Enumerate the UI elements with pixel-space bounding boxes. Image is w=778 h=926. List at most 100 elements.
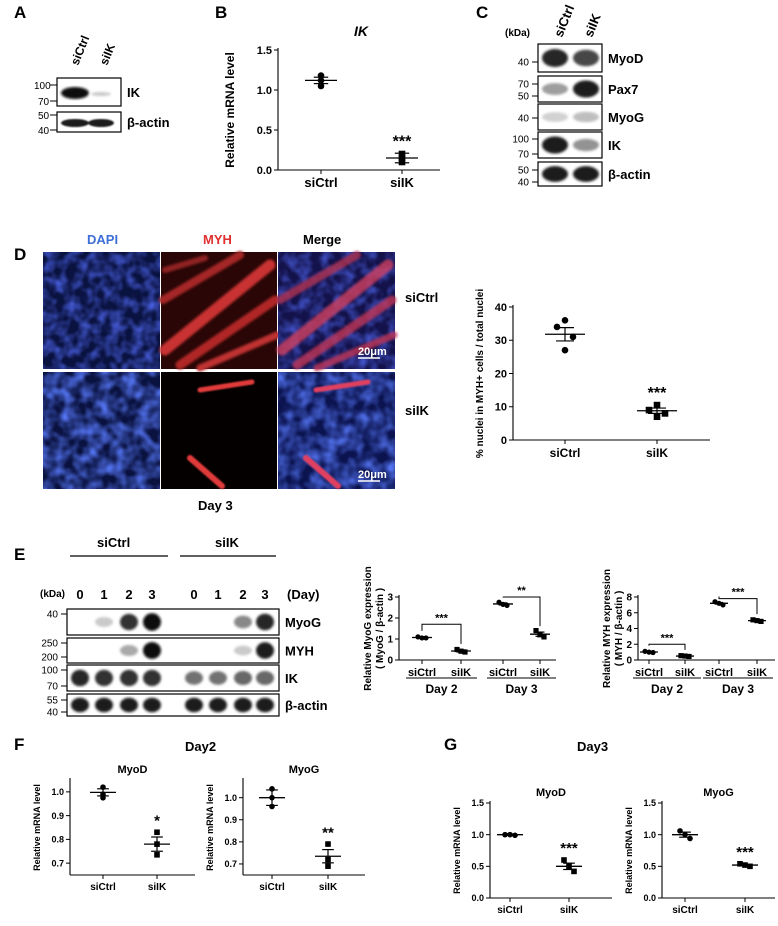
y-tick-label: 0.5 (471, 862, 484, 872)
marker-label: 40 (518, 114, 530, 125)
marker-label: 70 (38, 97, 50, 108)
chart-title: MyoD (536, 787, 566, 799)
x-tick-label: siCtrl (497, 905, 523, 916)
y-tick-label: 6 (626, 608, 632, 619)
y-axis-label: Relative mRNA level (205, 784, 215, 871)
data-point (502, 831, 508, 838)
x-tick-label: siCtrl (550, 446, 581, 460)
chart-title: MyoG (703, 787, 734, 799)
data-point (454, 646, 460, 653)
x-tick-label: siCtrl (672, 905, 698, 916)
significance-label: ** (322, 824, 334, 841)
data-point (661, 410, 669, 417)
blot-label: MyoG (285, 615, 321, 630)
blot-band (185, 671, 203, 685)
data-point (642, 648, 648, 654)
data-point (687, 835, 693, 842)
comparison-bracket (718, 596, 758, 615)
lane-number: 1 (214, 587, 221, 602)
blot-band (573, 138, 599, 152)
y-axis-label: Relative mRNA level (452, 807, 462, 894)
x-tick-label: siIK (646, 446, 668, 460)
data-point (533, 628, 539, 634)
x-tick-label: siCtrl (259, 882, 285, 893)
data-point (650, 649, 656, 656)
data-point (682, 653, 688, 659)
x-tick-label: siCtrl (635, 667, 663, 679)
y-axis-label-2: ( MyoG / β-actin ) (375, 588, 386, 669)
lane-label: siCtrl (551, 3, 577, 39)
chart-b: 0.0 0.5 1.0 1.5 siCtrl siIK Relative mRNA leve… (223, 23, 440, 190)
data-point (720, 602, 726, 608)
row-label: siCtrl (405, 290, 438, 305)
channel-label-merge: Merge (303, 232, 341, 247)
panel-letter: G (444, 735, 457, 754)
y-axis-label: Relative mRNA level (223, 52, 237, 168)
blot-band (95, 669, 113, 687)
blot-band (256, 697, 274, 713)
blot-bands (95, 613, 274, 631)
data-point (325, 841, 331, 847)
x-tick-label: siCtrl (489, 667, 517, 679)
kda-label: (kDa) (40, 589, 65, 600)
marker-label: 50 (518, 92, 530, 103)
x-tick-label: siIK (319, 882, 338, 893)
data-point (415, 634, 421, 640)
blot-bands (542, 80, 599, 98)
y-axis-label: Relative mRNA level (32, 784, 42, 871)
x-tick-label: siIK (390, 175, 414, 190)
chart-f-myod: 0.7 0.8 0.9 1.0 siCtrl siIK Relative mRNA leve… (32, 764, 195, 893)
marker-label: 100 (41, 666, 58, 677)
day-label: Day 3 (198, 498, 233, 513)
blot-band (256, 613, 274, 631)
data-point (269, 786, 275, 792)
blot-label: β-actin (285, 698, 328, 713)
chart-title: IK (354, 23, 369, 39)
blot-band (256, 671, 274, 685)
chart-e-myh: 0 2 4 6 8 siCtrl siIK siCtrl siIK Relative MYH ex… (602, 569, 775, 696)
data-point (317, 82, 325, 90)
data-point (561, 317, 569, 324)
blot-bands (71, 669, 274, 687)
blot-band (542, 112, 568, 122)
significance-label: * (154, 812, 160, 829)
blot-band (95, 616, 113, 628)
blot-band (185, 697, 203, 713)
y-tick-label: 1.0 (51, 787, 64, 797)
day-group-label: Day 3 (722, 682, 754, 696)
y-tick-label: 2 (626, 640, 632, 651)
data-point (754, 618, 760, 624)
blot-label: IK (285, 671, 299, 686)
channel-label-myh: MYH (203, 232, 232, 247)
blot-band (542, 49, 568, 67)
significance-label: *** (435, 612, 449, 624)
y-tick-label: 20 (495, 368, 507, 380)
y-tick-label: 8 (626, 593, 632, 604)
significance-label: *** (732, 587, 746, 599)
blot-bands (542, 166, 599, 182)
x-tick-label: siIK (675, 667, 695, 679)
blot-bands (61, 87, 111, 99)
data-point (653, 401, 661, 409)
data-point (645, 406, 653, 414)
y-tick-label: 0.5 (643, 862, 656, 872)
y-tick-label: 3 (387, 593, 393, 604)
day-group-label: Day 2 (425, 682, 457, 696)
lane-label: siIK (581, 11, 604, 39)
lane-label: siIK (97, 41, 118, 67)
marker-label: 70 (518, 80, 530, 91)
data-point (653, 413, 661, 421)
y-axis-label: Relative MYH expression (602, 569, 613, 688)
blot-band (573, 111, 599, 123)
y-tick-label: 1.5 (643, 798, 656, 808)
blot-band (209, 671, 227, 685)
data-point (423, 635, 429, 641)
chart-g-myod: 0.0 0.5 1.0 1.5 siCtrl siIK Relative mRNA leve… (452, 787, 612, 916)
data-point (325, 856, 331, 863)
marker-label: 55 (47, 696, 59, 707)
micrograph-dapi-sictrl (43, 252, 160, 369)
micrograph-merge-siik: 20μm (278, 372, 395, 489)
data-point (462, 649, 468, 655)
x-tick-label: siIK (530, 667, 550, 679)
